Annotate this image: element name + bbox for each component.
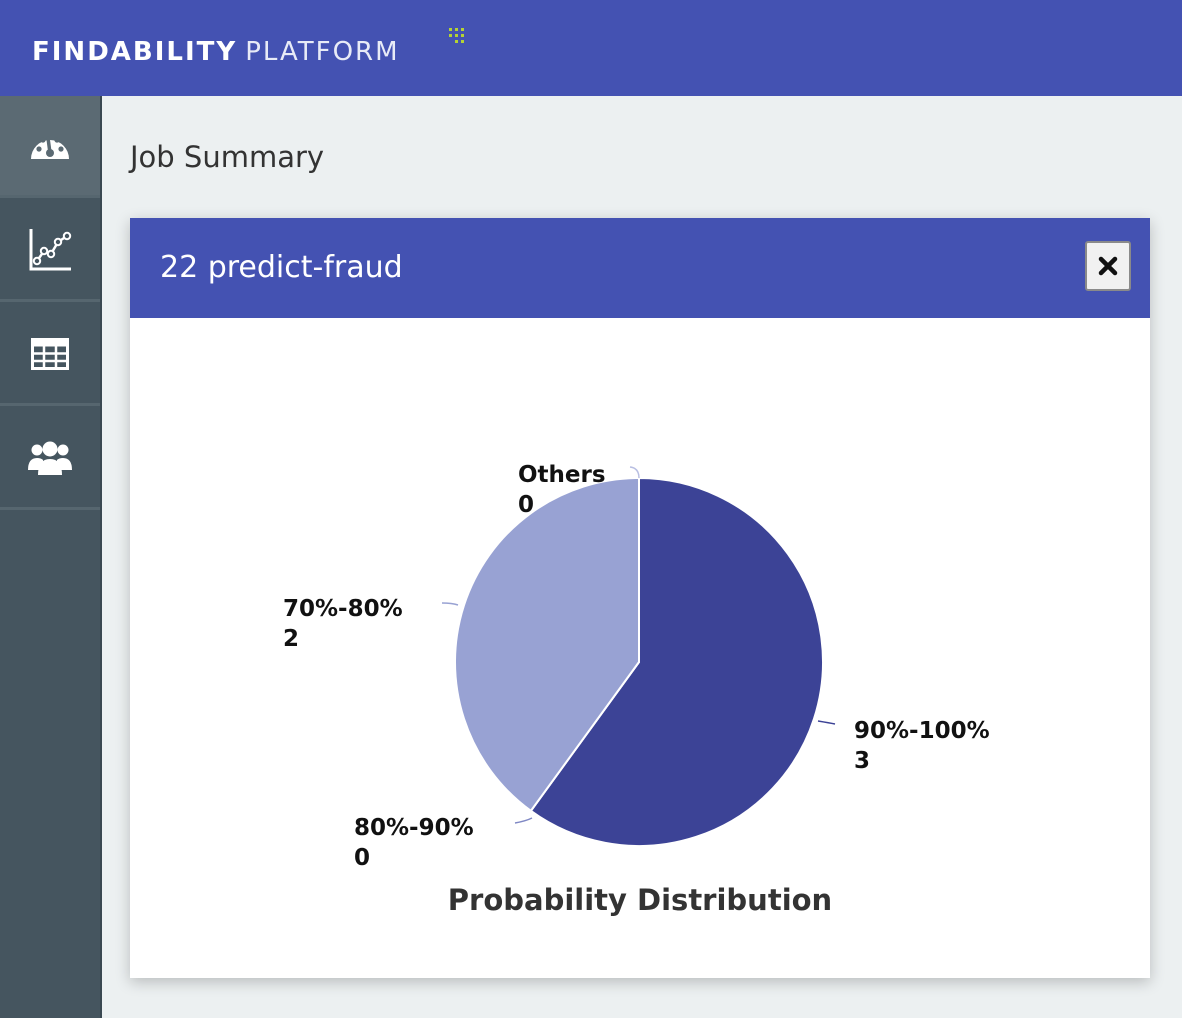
leader-line-2 bbox=[514, 817, 533, 824]
slice-label-1: 90%-100% bbox=[854, 718, 990, 744]
job-panel: 22 predict-fraud 90%-100% 3 80%-90% 0 70%-80… bbox=[130, 218, 1150, 978]
sidebar bbox=[0, 96, 102, 1018]
panel-header: 22 predict-fraud bbox=[130, 218, 1150, 318]
slice-value-1: 3 bbox=[854, 748, 870, 774]
leader-line-4 bbox=[629, 466, 640, 479]
slice-label-3: 70%-80% bbox=[283, 596, 403, 622]
brand-name-light: PLATFORM bbox=[245, 37, 400, 67]
table-icon bbox=[31, 337, 69, 370]
close-icon bbox=[1098, 256, 1118, 276]
slice-label-4: Others bbox=[518, 462, 606, 488]
slice-value-4: 0 bbox=[518, 492, 534, 518]
page-title: Job Summary bbox=[130, 140, 325, 174]
slice-label-2: 80%-90% bbox=[354, 815, 474, 841]
chart-title: Probability Distribution bbox=[448, 883, 832, 917]
line-chart-icon bbox=[29, 228, 72, 270]
pie-slice-1[interactable] bbox=[529, 476, 824, 847]
sidebar-item-dashboard[interactable] bbox=[0, 96, 100, 198]
sidebar-item-analytics[interactable] bbox=[0, 200, 100, 302]
sidebar-item-users[interactable] bbox=[0, 408, 100, 510]
top-bar: FINDABILITY PLATFORM bbox=[0, 0, 1182, 96]
leader-line-1 bbox=[817, 720, 836, 725]
brand-dots-icon bbox=[449, 28, 464, 43]
pie-slice-3[interactable] bbox=[454, 476, 640, 813]
brand-name-bold: FINDABILITY bbox=[32, 37, 238, 67]
close-button[interactable] bbox=[1085, 241, 1131, 291]
dashboard-gauge-icon bbox=[31, 135, 69, 159]
pie-chart: 90%-100% 3 80%-90% 0 70%-80% 2 Others 0 Probabi… bbox=[283, 462, 990, 917]
slice-value-2: 0 bbox=[354, 845, 370, 871]
users-icon bbox=[28, 441, 72, 475]
sidebar-item-table[interactable] bbox=[0, 304, 100, 406]
slice-value-3: 2 bbox=[283, 626, 299, 652]
leader-line-3 bbox=[441, 602, 459, 606]
brand-logo[interactable]: FINDABILITY PLATFORM bbox=[32, 36, 400, 68]
panel-title: 22 predict-fraud bbox=[160, 250, 403, 285]
